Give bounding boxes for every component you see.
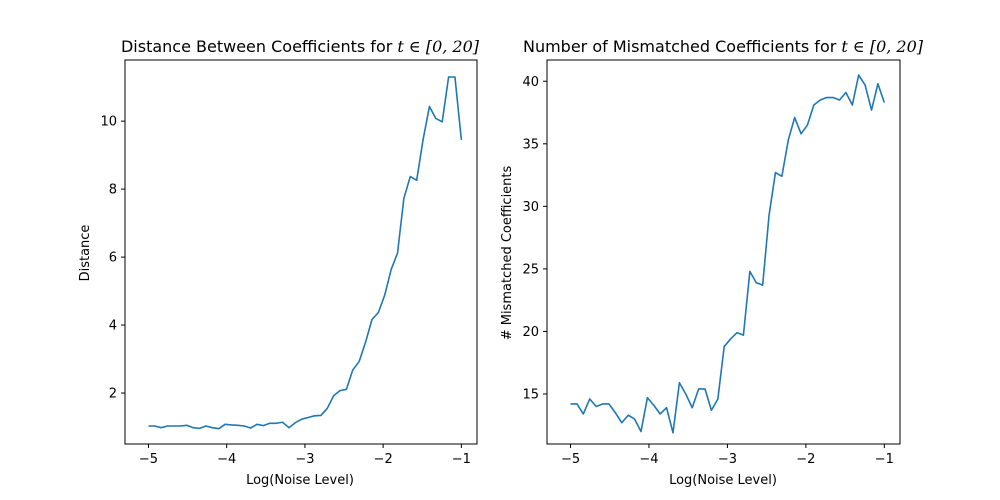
right-x-axis-label: Log(Noise Level): [669, 473, 777, 488]
right-x-tick-label: −5: [561, 452, 580, 467]
right-x-tick-label: −3: [718, 452, 737, 467]
left-plot-frame: [124, 59, 478, 445]
left-y-tick-label: 8: [109, 183, 117, 198]
left-y-tick-label: 4: [109, 319, 117, 334]
right-y-tick-label: 40: [522, 75, 539, 90]
right-y-tick-label: 25: [522, 262, 539, 277]
left-chart-title: Distance Between Coefficients for t ∈ [0…: [121, 37, 480, 56]
right-series-line-0: [570, 74, 886, 434]
right-y-tick-label: 35: [522, 137, 539, 152]
left-y-tick-label: 6: [109, 251, 117, 266]
right-x-tick-label: −2: [796, 452, 815, 467]
left-x-tick-label: −1: [452, 452, 471, 467]
right-chart-title: Number of Mismatched Coefficients for t …: [523, 37, 924, 56]
right-plot-area: −5 −4 −3 −2 −1 15 20 25 30 35 40: [522, 59, 901, 467]
right-y-axis-label: # Mismatched Coefficients: [500, 165, 515, 340]
right-y-tick-label: 20: [522, 325, 539, 340]
left-plot-area: −5 −4 −3 −2 −1 2 4 6 8 10: [100, 59, 478, 467]
right-y-tick-label: 30: [522, 200, 539, 215]
left-x-axis-label: Log(Noise Level): [246, 473, 354, 488]
left-series-line-0: [148, 76, 463, 430]
left-y-tick-label: 2: [109, 387, 117, 402]
left-x-tick-label: −5: [139, 452, 158, 467]
right-plot-frame: [546, 59, 901, 445]
left-x-tick-label: −3: [295, 452, 314, 467]
right-chart: Number of Mismatched Coefficients for t …: [500, 37, 924, 488]
left-y-axis-label: Distance: [78, 225, 93, 282]
right-y-tick-label: 15: [522, 387, 539, 402]
left-y-tick-label: 10: [100, 115, 117, 130]
right-x-tick-label: −4: [639, 452, 658, 467]
right-x-tick-label: −1: [875, 452, 894, 467]
left-x-tick-label: −2: [374, 452, 393, 467]
left-chart: Distance Between Coefficients for t ∈ [0…: [78, 37, 480, 488]
left-x-tick-label: −4: [217, 452, 236, 467]
